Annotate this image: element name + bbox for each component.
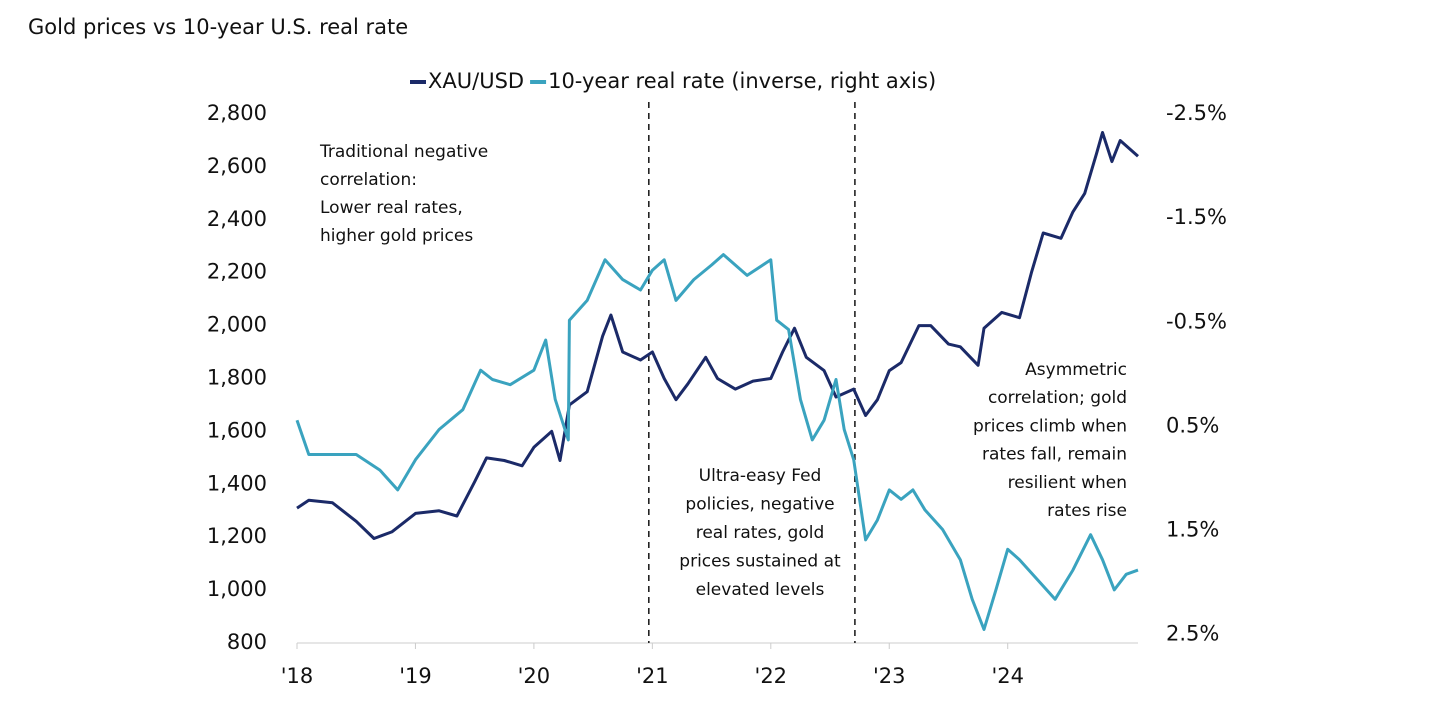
- annotation: prices sustained at: [679, 552, 841, 572]
- y-tick-label: 1,600: [207, 418, 267, 442]
- x-tick-label: '21: [636, 664, 669, 688]
- y2-tick-label: 1.5%: [1166, 518, 1219, 542]
- legend-label: 10-year real rate (inverse, right axis): [548, 69, 936, 93]
- line-series: [296, 131, 1139, 540]
- y-tick-label: 2,800: [207, 101, 267, 125]
- x-tick-label: '20: [518, 664, 551, 688]
- y2-tick-label: -1.5%: [1166, 205, 1227, 229]
- annotation: correlation; gold: [988, 388, 1127, 408]
- x-tick-label: '18: [281, 664, 314, 688]
- y-tick-label: 2,200: [207, 260, 267, 284]
- annotation: policies, negative: [685, 495, 834, 515]
- y2-tick-label: -0.5%: [1166, 309, 1227, 333]
- y-tick-label: 2,400: [207, 207, 267, 231]
- x-tick-label: '23: [873, 664, 906, 688]
- line-series: [295, 253, 1139, 631]
- annotation: elevated levels: [696, 580, 825, 600]
- annotation: prices climb when: [973, 416, 1127, 436]
- y-tick-label: 1,800: [207, 366, 267, 390]
- x-tick-label: '22: [755, 664, 788, 688]
- y-tick-label: 1,200: [207, 524, 267, 548]
- annotation: correlation:: [320, 170, 417, 190]
- y-tick-label: 2,600: [207, 154, 267, 178]
- annotation: rates rise: [1047, 501, 1127, 521]
- y-tick-label: 800: [227, 630, 267, 654]
- y-tick-label: 1,400: [207, 471, 267, 495]
- y-tick-label: 1,000: [207, 577, 267, 601]
- y2-tick-label: -2.5%: [1166, 101, 1227, 125]
- chart-title: Gold prices vs 10-year U.S. real rate: [28, 15, 408, 39]
- annotation: resilient when: [1008, 473, 1127, 493]
- legend-label: XAU/USD: [428, 69, 524, 93]
- y2-tick-label: 0.5%: [1166, 413, 1219, 437]
- annotation: Lower real rates,: [320, 198, 463, 218]
- annotation: real rates, gold: [696, 523, 825, 543]
- x-tick-label: '19: [399, 664, 432, 688]
- annotation: higher gold prices: [320, 226, 473, 246]
- x-tick-label: '24: [991, 664, 1024, 688]
- annotation: rates fall, remain: [982, 445, 1127, 465]
- y2-tick-label: 2.5%: [1166, 622, 1219, 646]
- annotation: Ultra-easy Fed: [699, 466, 822, 486]
- y-tick-label: 2,000: [207, 313, 267, 337]
- annotation: Asymmetric: [1025, 360, 1127, 380]
- annotation: Traditional negative: [319, 142, 488, 162]
